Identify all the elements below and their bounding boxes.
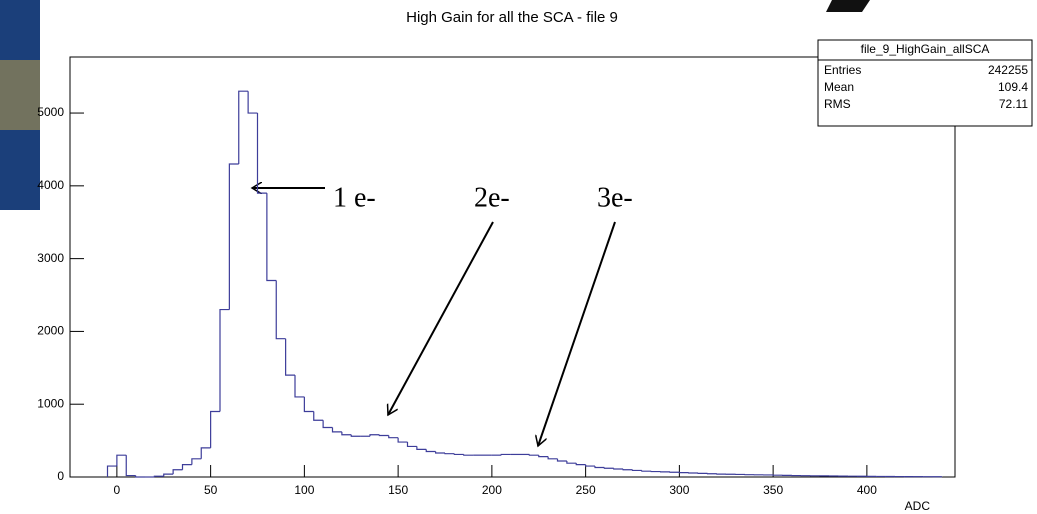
- histogram-bin: [191, 458, 202, 465]
- chart-title: High Gain for all the SCA - file 9: [406, 9, 618, 26]
- histogram-bin: [585, 464, 595, 467]
- x-tick-label: 400: [857, 483, 877, 497]
- annotation: 1 e-: [333, 182, 376, 213]
- histogram-bin: [444, 452, 455, 455]
- annotations: 1 e- 2e- 3e-: [252, 182, 633, 446]
- histogram-bin: [603, 467, 614, 469]
- histogram-bin: [181, 464, 192, 470]
- x-tick-label: 150: [388, 483, 408, 497]
- histogram-bin: [285, 338, 295, 376]
- y-tick-label: 3000: [37, 251, 64, 265]
- stats-frame: [817, 39, 1033, 127]
- histogram-bin: [566, 460, 577, 464]
- stats-box: file_9_HighGain_allSCA: [817, 39, 1033, 127]
- histogram-bin: [313, 411, 324, 421]
- histogram-bin: [266, 193, 277, 282]
- histogram-bin: [350, 434, 361, 437]
- histogram-bin: [294, 375, 305, 398]
- logo-fragment: [826, 0, 870, 12]
- histogram-bin: [331, 427, 342, 433]
- stats-value: 72.11: [999, 97, 1028, 111]
- histogram-bin: [575, 463, 586, 466]
- histogram-bin: [641, 470, 652, 472]
- histogram-bin: [303, 396, 314, 413]
- stats-label: Mean: [824, 80, 854, 94]
- histogram-bin: [200, 447, 211, 459]
- histogram-bin: [322, 420, 333, 429]
- y-tick-label: 2000: [37, 324, 64, 338]
- histogram-bin: [238, 90, 249, 165]
- histogram-bin: [547, 456, 558, 460]
- y-tick-label: 5000: [37, 105, 64, 119]
- histogram-bin: [388, 435, 399, 439]
- background-image: [0, 60, 40, 130]
- histogram-bin: [622, 468, 633, 471]
- histogram-bin: [463, 454, 474, 456]
- histogram-bin: [116, 454, 127, 467]
- x-tick-label: 250: [576, 483, 596, 497]
- histogram-bin: [397, 437, 408, 443]
- x-tick-label: 50: [204, 483, 218, 497]
- histogram-bin: [425, 449, 436, 453]
- histogram-bin: [406, 442, 417, 448]
- histogram-bin: [228, 163, 239, 310]
- x-tick-label: 0: [114, 483, 121, 497]
- annotation: 3e-: [597, 182, 633, 213]
- histogram-bin: [135, 475, 145, 478]
- histogram-bin: [256, 113, 267, 194]
- stats-label: Entries: [824, 63, 861, 77]
- annotation: 2e-: [474, 182, 510, 213]
- arrow: [388, 221, 494, 415]
- histogram-bin: [453, 453, 464, 456]
- histogram-bin: [631, 469, 642, 472]
- histogram-bin: [275, 280, 286, 340]
- histogram-bin: [125, 455, 136, 477]
- y-tick-label: 4000: [37, 178, 64, 192]
- x-tick-label: 200: [482, 483, 502, 497]
- x-tick-label: 100: [294, 483, 314, 497]
- plot-frame: [69, 56, 956, 478]
- arrow: [538, 221, 616, 446]
- x-tick-label: 350: [763, 483, 783, 497]
- histogram-bin: [500, 453, 511, 456]
- histogram-bin: [378, 434, 389, 437]
- histogram-bin: [435, 451, 445, 454]
- histogram-bin: [153, 475, 164, 477]
- stats-title: file_9_HighGain_allSCA: [861, 42, 990, 56]
- histogram-bin: [172, 469, 183, 475]
- histogram-bin: [613, 468, 624, 470]
- histogram-bin: [247, 91, 258, 114]
- stats-value: 109.4: [998, 80, 1028, 94]
- histogram-bin: [594, 466, 605, 469]
- histogram-bin: [106, 465, 117, 477]
- histogram-bin: [538, 455, 549, 458]
- histogram-bin: [219, 308, 230, 412]
- histogram-bin: [528, 454, 539, 456]
- y-tick-label: 1000: [37, 396, 64, 410]
- histogram-bin: [341, 431, 352, 436]
- histogram-bin: [556, 458, 567, 462]
- histogram-bin: [369, 434, 380, 437]
- stats-value: 242255: [988, 63, 1028, 77]
- histogram-bin: [210, 410, 220, 448]
- histogram-bin: [416, 446, 427, 450]
- y-tick-label: 0: [57, 469, 64, 483]
- x-tick-label: 300: [669, 483, 689, 497]
- stats-label: RMS: [824, 97, 851, 111]
- x-axis-label: ADC: [905, 499, 931, 513]
- histogram-bin: [163, 473, 174, 477]
